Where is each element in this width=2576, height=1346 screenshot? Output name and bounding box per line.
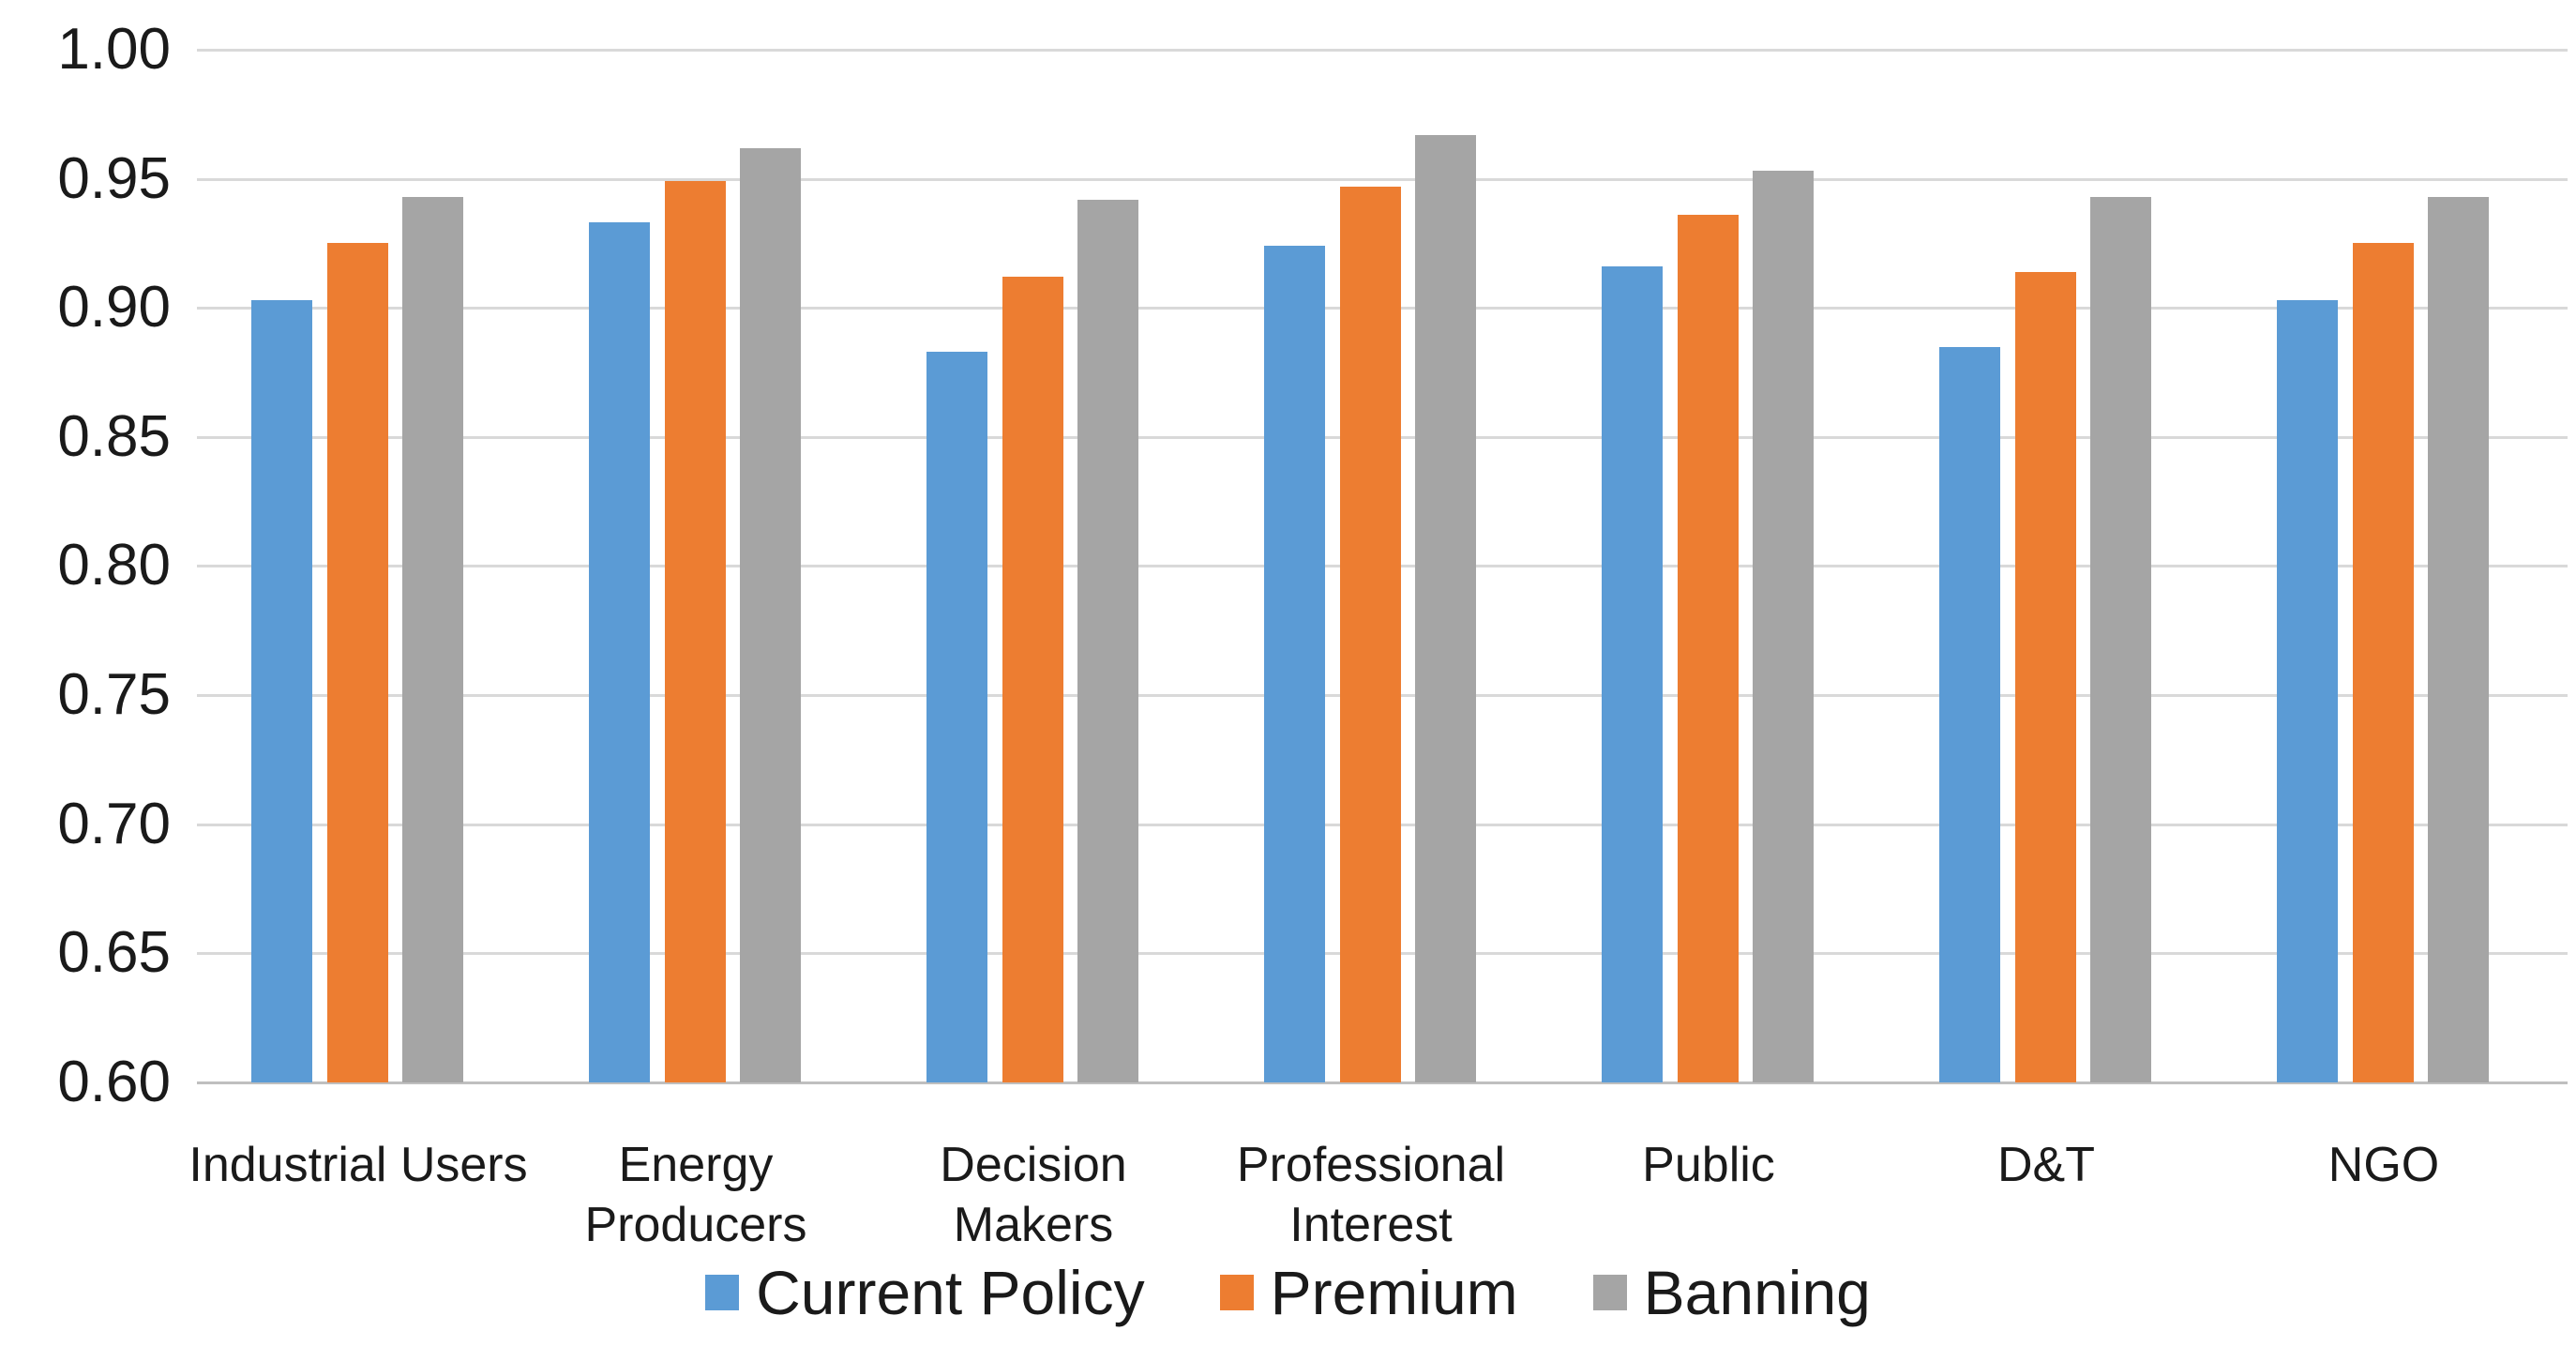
legend: Current Policy Premium Banning [0,1246,2576,1339]
x-axis-line [197,1081,2568,1084]
category-label-line: NGO [2327,1138,2440,1192]
bar [926,352,987,1082]
bar [2428,197,2489,1082]
bar [1415,135,1476,1082]
category-label: NGO [2206,1135,2562,1195]
category-label-line: Interest [1289,1198,1453,1252]
bar [665,181,726,1082]
bar [1753,171,1814,1082]
bar [1939,347,2000,1082]
bar [402,197,463,1082]
y-tick-label: 0.60 [57,1050,171,1114]
y-tick-label: 0.80 [57,533,171,597]
category-label: Decision Makers [855,1135,1212,1255]
y-tick-label: 0.75 [57,662,171,727]
bar [1340,187,1401,1082]
category-label-line: Decision [940,1138,1127,1192]
y-tick-label: 1.00 [57,17,171,82]
bar [2015,272,2076,1082]
bar [251,300,312,1082]
bar [2277,300,2338,1082]
legend-item: Premium [1219,1250,1518,1335]
category-label: Industrial Users [180,1135,536,1195]
y-tick-label: 0.65 [57,920,171,985]
category-label: Professional Interest [1193,1135,1549,1255]
gridline [197,178,2568,181]
gridline [197,49,2568,52]
category-label-line: Industrial Users [188,1138,528,1192]
legend-item: Banning [1592,1250,1871,1335]
bar [1002,277,1063,1082]
bar [740,148,801,1082]
category-label-line: D&T [1997,1138,2095,1192]
bar [1264,246,1325,1082]
bar [589,222,650,1082]
legend-label: Current Policy [756,1258,1145,1327]
bar [1602,266,1663,1082]
bar [1678,215,1739,1082]
legend-swatch-icon [1219,1275,1254,1310]
legend-label: Premium [1270,1258,1518,1327]
y-tick-label: 0.95 [57,146,171,211]
category-label-line: Public [1642,1138,1775,1192]
category-label: Public [1530,1135,1887,1195]
legend-swatch-icon [1592,1275,1627,1310]
y-tick-label: 0.90 [57,275,171,340]
category-label: Energy Producers [518,1135,874,1255]
category-label-line: Makers [953,1198,1114,1252]
category-label-line: Energy [618,1138,774,1192]
category-label-line: Professional [1236,1138,1506,1192]
legend-item: Current Policy [705,1250,1145,1335]
category-label: D&T [1868,1135,2224,1195]
legend-label: Banning [1643,1258,1871,1327]
category-label-line: Producers [584,1198,807,1252]
legend-swatch-icon [705,1275,740,1310]
y-tick-label: 0.70 [57,792,171,856]
bar [2353,243,2414,1082]
bar [327,243,388,1082]
bar [1077,200,1138,1082]
y-tick-label: 0.85 [57,404,171,469]
bar [2090,197,2151,1082]
